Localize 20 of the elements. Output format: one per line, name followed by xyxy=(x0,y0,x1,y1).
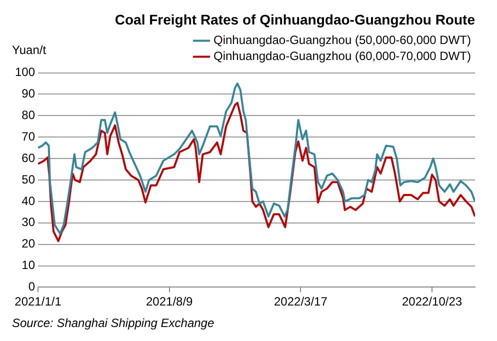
x-tick-label: 2022/3/17 xyxy=(274,294,328,309)
legend-label: Qinhuangdao-Guangzhou (50,000-60,000 DWT) xyxy=(214,33,472,48)
y-tick-label: 50 xyxy=(22,172,36,186)
y-tick-label: 20 xyxy=(22,236,36,251)
y-tick-label: 0 xyxy=(28,280,36,294)
y-tick-label: 30 xyxy=(22,215,36,230)
x-tick-label: 2021/8/9 xyxy=(146,294,194,309)
y-tick-label: 10 xyxy=(22,258,36,272)
source-note: Source: Shanghai Shipping Exchange xyxy=(12,316,214,330)
y-tick-label: 100 xyxy=(14,65,36,80)
y-tick-label: 70 xyxy=(22,129,36,144)
y-tick-label: 60 xyxy=(22,150,36,165)
x-tick-label: 2022/10/23 xyxy=(402,294,462,309)
y-axis-title: Yuan/t xyxy=(12,43,47,58)
y-tick-label: 90 xyxy=(22,86,36,101)
chart-title: Coal Freight Rates of Qinhuangdao-Guangzhou Route xyxy=(114,11,476,28)
legend-label: Qinhuangdao-Guangzhou (60,000-70,000 DWT) xyxy=(214,49,472,64)
x-tick-label: 2021/1/1 xyxy=(14,294,62,309)
y-tick-label: 80 xyxy=(22,108,36,122)
y-tick-label: 40 xyxy=(22,194,36,208)
